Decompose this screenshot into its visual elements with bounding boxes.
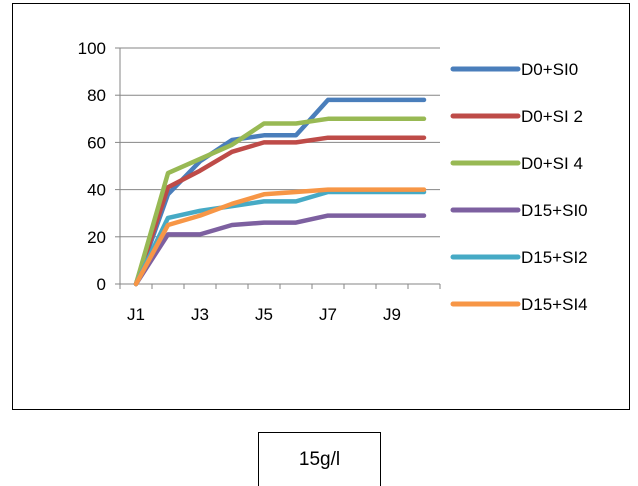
data-point [390,98,394,102]
data-point [198,214,202,218]
data-point [198,209,202,213]
data-point [422,98,426,102]
data-point [422,136,426,140]
data-point [326,214,330,218]
x-tick-label: J1 [127,305,145,324]
caption-text: 15g/l [298,448,341,470]
data-point [294,133,298,137]
data-point [166,216,170,220]
y-tick-label: 0 [97,275,106,294]
series-line [133,135,427,287]
data-point [326,117,330,121]
data-point [326,188,330,192]
series-line [133,189,427,287]
data-point [358,117,362,121]
legend-label: D0+SI 4 [521,154,583,173]
data-point [230,223,234,227]
legend-label: D0+SI 2 [521,107,583,126]
data-point [358,188,362,192]
y-tick-label: 100 [78,39,106,58]
series-lines [133,97,427,287]
data-point [230,150,234,154]
data-point [294,199,298,203]
x-tick-label: J5 [255,305,273,324]
data-point [198,232,202,236]
x-tick-label: J9 [383,305,401,324]
data-point [326,98,330,102]
data-point [294,122,298,126]
y-tick-label: 80 [87,86,106,105]
data-point [262,221,266,225]
data-point [262,140,266,144]
data-point [390,188,394,192]
data-point [166,223,170,227]
data-point [198,157,202,161]
data-point [166,232,170,236]
data-point [134,282,138,286]
data-point [230,202,234,206]
data-point [294,140,298,144]
data-point [262,199,266,203]
legend-label: D15+SI4 [521,295,588,314]
y-tick-label: 60 [87,133,106,152]
caption-box: 15g/l [258,432,381,486]
chart-frame: 0 20 40 60 80 100 J1 J3 J5 J7 J9 D0+SI0 D0+SI 2 D0+… [12,3,630,410]
data-point [262,122,266,126]
data-point [294,221,298,225]
data-point [198,169,202,173]
series-line [133,187,427,287]
x-tick-labels: J1 J3 J5 J7 J9 [127,305,401,324]
data-point [358,214,362,218]
data-point [422,188,426,192]
x-tick-label: J3 [191,305,209,324]
x-tick-label: J7 [319,305,337,324]
data-point [422,214,426,218]
data-point [230,143,234,147]
y-tick-label: 40 [87,181,106,200]
legend-label: D15+SI0 [521,201,588,220]
series-line [133,116,427,287]
data-point [390,136,394,140]
y-tick-labels: 0 20 40 60 80 100 [78,39,106,294]
data-point [262,133,266,137]
data-point [166,171,170,175]
legend-label: D15+SI2 [521,248,588,267]
axes [115,47,441,289]
data-point [390,214,394,218]
data-point [262,192,266,196]
data-point [422,117,426,121]
legend-label: D0+SI0 [521,60,578,79]
data-point [390,117,394,121]
data-point [326,136,330,140]
series-line [133,213,427,287]
data-point [294,190,298,194]
legend: D0+SI0 D0+SI 2 D0+SI 4 D15+SI0 D15+SI2 D15+SI… [450,60,588,314]
y-tick-label: 20 [87,228,106,247]
data-point [358,98,362,102]
data-point [358,136,362,140]
